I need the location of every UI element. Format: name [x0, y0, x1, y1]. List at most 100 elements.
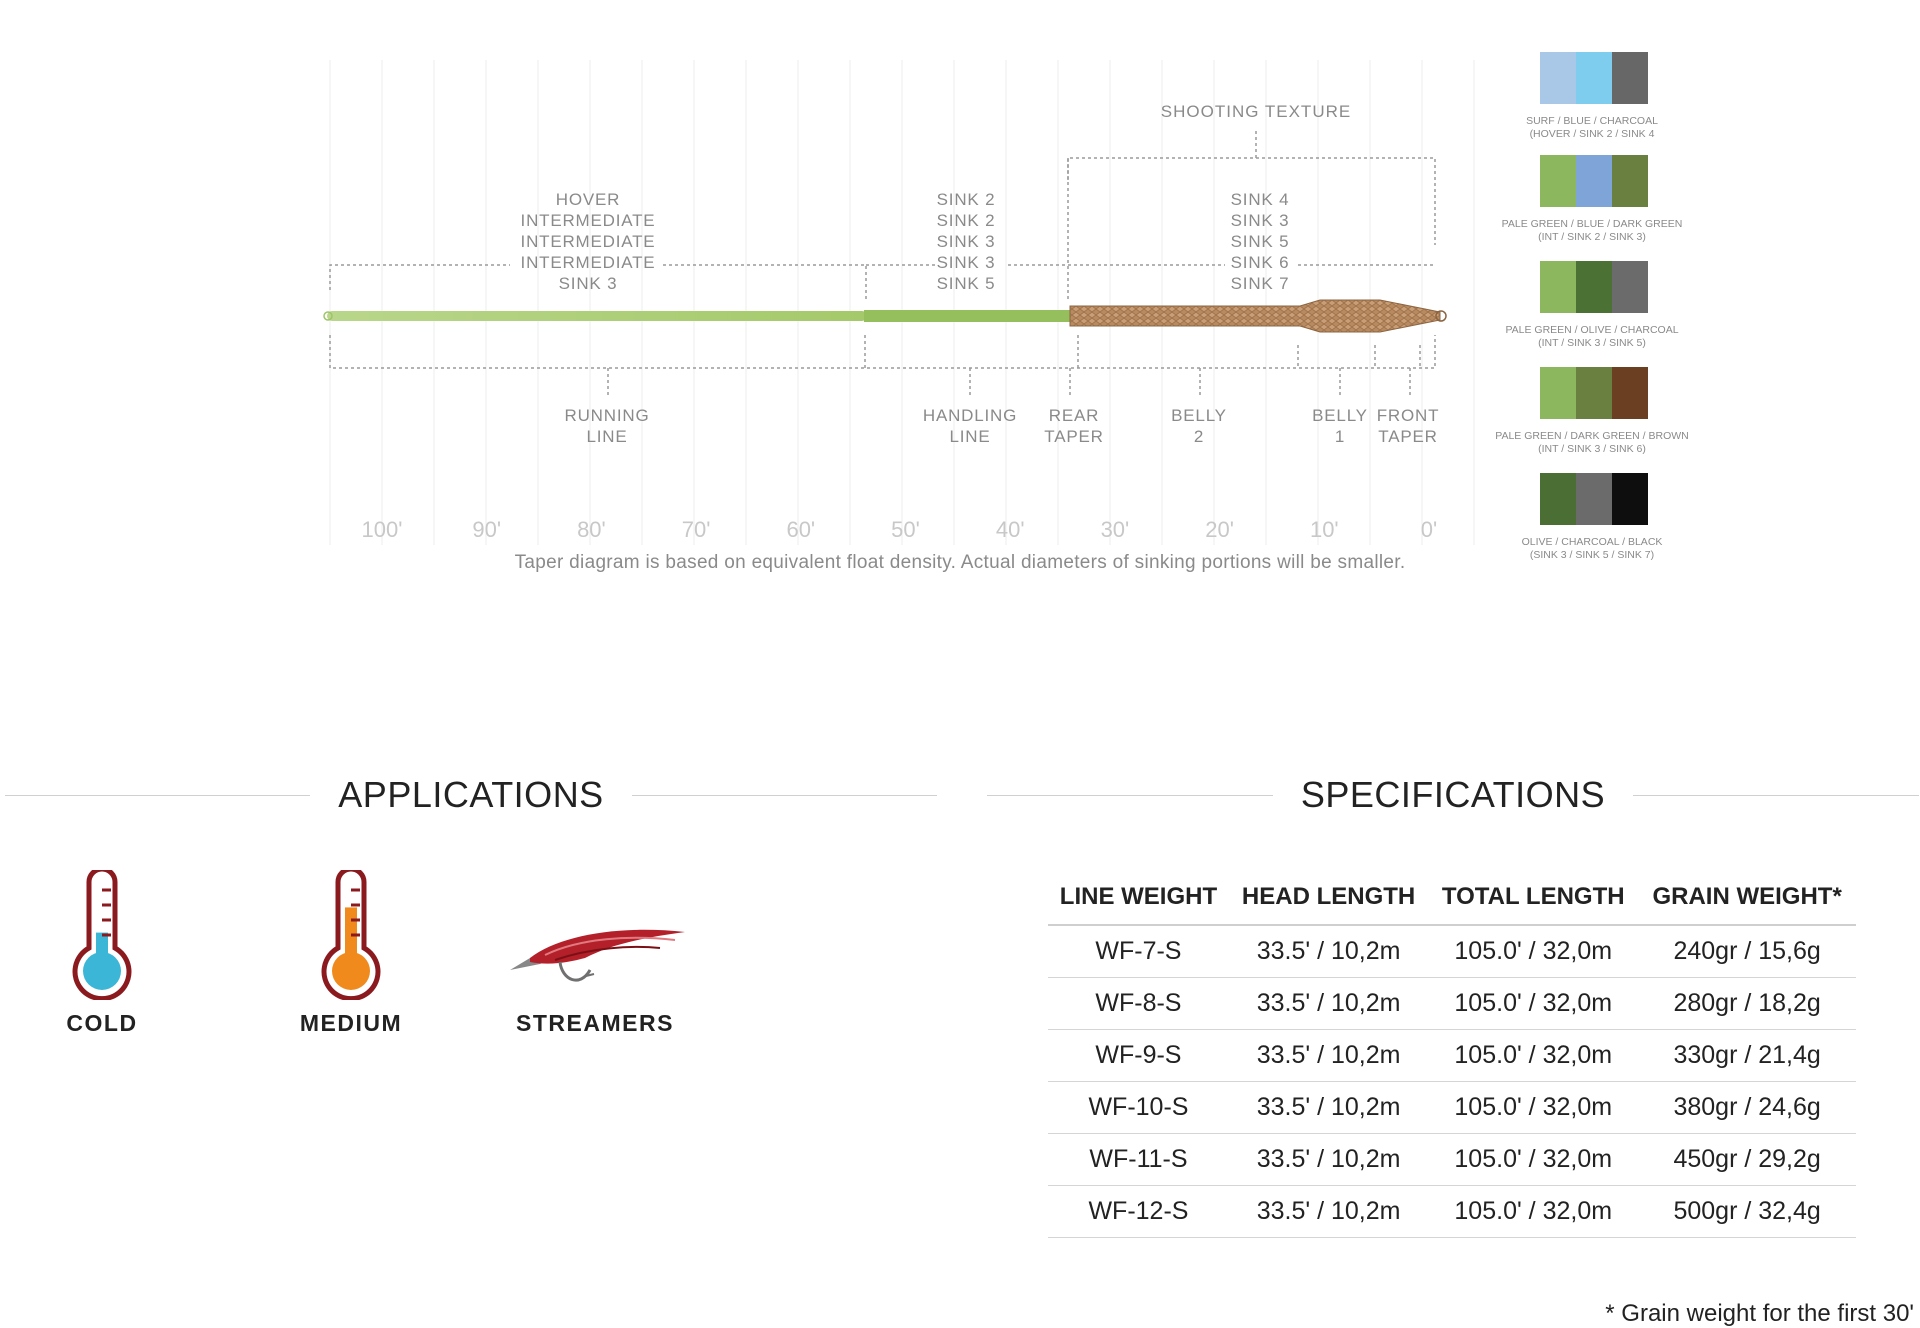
density-label: INTERMEDIATE [521, 232, 656, 251]
section-label: 1 [1335, 427, 1345, 446]
table-cell: WF-10-S [1048, 1081, 1229, 1134]
color-chip [1612, 473, 1648, 525]
shooting-texture-head [1069, 299, 1441, 333]
section-label: BELLY [1171, 406, 1227, 425]
colorway-name: OLIVE / CHARCOAL / BLACK [1522, 536, 1663, 548]
table-row: WF-11-S 33.5' / 10,2m 105.0' / 32,0m 450gr … [1048, 1133, 1856, 1186]
density-label: SINK 3 [937, 253, 996, 272]
section-label: RUNNING [565, 406, 650, 425]
scale-tick-label: 60' [786, 517, 815, 542]
thermometer-cold-icon [72, 870, 132, 1000]
density-label: SINK 4 [1231, 190, 1290, 209]
heading-rule [987, 794, 1273, 796]
density-label: SINK 6 [1231, 253, 1290, 272]
scale-tick-label: 70' [682, 517, 711, 542]
table-cell: WF-12-S [1048, 1185, 1229, 1238]
column-header: HEAD LENGTH [1228, 870, 1429, 926]
table-row: WF-10-S 33.5' / 10,2m 105.0' / 32,0m 380gr … [1048, 1081, 1856, 1134]
table-cell: 105.0' / 32,0m [1428, 925, 1639, 978]
table-cell: 105.0' / 32,0m [1428, 1133, 1639, 1186]
table-cell: 33.5' / 10,2m [1228, 1029, 1429, 1082]
taper-diagram: SHOOTING TEXTURE HOVER INTERMEDIATE INTERM… [323, 52, 1689, 573]
density-label: SINK 2 [937, 190, 996, 209]
color-chip [1540, 473, 1576, 525]
color-chip [1576, 261, 1612, 313]
color-chip [1576, 155, 1612, 207]
table-cell: 105.0' / 32,0m [1428, 1029, 1639, 1082]
colorway-swatch: SURF / BLUE / CHARCOAL(HOVER / SINK 2 / … [1526, 52, 1658, 140]
application-medium: MEDIUM [286, 870, 416, 1037]
table-cell: 330gr / 21,4g [1638, 1029, 1856, 1082]
table-row: WF-7-S 33.5' / 10,2m 105.0' / 32,0m 240gr /… [1048, 925, 1856, 978]
application-cold: COLD [52, 870, 152, 1037]
application-label: STREAMERS [516, 1010, 674, 1036]
table-cell: 105.0' / 32,0m [1428, 1185, 1639, 1238]
table-cell: WF-11-S [1048, 1133, 1229, 1186]
section-label: BELLY [1312, 406, 1368, 425]
density-label: SINK 7 [1231, 274, 1290, 293]
colorway-name: PALE GREEN / DARK GREEN / BROWN [1495, 430, 1689, 442]
table-cell: 33.5' / 10,2m [1228, 1081, 1429, 1134]
table-row: WF-9-S 33.5' / 10,2m 105.0' / 32,0m 330gr /… [1048, 1029, 1856, 1082]
table-cell: 450gr / 29,2g [1638, 1133, 1856, 1186]
color-chip [1540, 367, 1576, 419]
table-cell: WF-7-S [1048, 925, 1229, 978]
colorway-name: SURF / BLUE / CHARCOAL [1526, 115, 1658, 127]
color-chip [1612, 367, 1648, 419]
shooting-texture-label: SHOOTING TEXTURE [1161, 102, 1351, 121]
handling-line-segment [864, 310, 1074, 322]
color-chip [1540, 261, 1576, 313]
section-label: LINE [587, 427, 628, 446]
fly-line [323, 299, 1447, 333]
diagram-grid [329, 60, 1475, 545]
colorway-swatch: OLIVE / CHARCOAL / BLACK(SINK 3 / SINK 5… [1522, 473, 1663, 561]
column-header: TOTAL LENGTH [1428, 870, 1639, 926]
table-cell: 380gr / 24,6g [1638, 1081, 1856, 1134]
table-cell: 500gr / 32,4g [1638, 1185, 1856, 1238]
scale-tick-label: 80' [577, 517, 606, 542]
diagram-note: Taper diagram is based on equivalent flo… [515, 552, 1406, 573]
upper-bracket [329, 264, 1435, 300]
colorway-swatch: PALE GREEN / BLUE / DARK GREEN(INT / SIN… [1502, 155, 1682, 243]
section-label: TAPER [1044, 427, 1103, 446]
table-cell: 33.5' / 10,2m [1228, 1185, 1429, 1238]
section-label: FRONT [1377, 406, 1440, 425]
section-label: HANDLING [923, 406, 1017, 425]
specifications-heading: SPECIFICATIONS [987, 770, 1919, 820]
density-label: SINK 2 [937, 211, 996, 230]
table-cell: 105.0' / 32,0m [1428, 977, 1639, 1030]
color-chip [1540, 52, 1576, 104]
density-label: SINK 5 [937, 274, 996, 293]
color-chip [1576, 473, 1612, 525]
section-label: LINE [950, 427, 991, 446]
colorway-density: (INT / SINK 2 / SINK 3) [1538, 231, 1646, 243]
thermometer-medium-icon [321, 870, 381, 1000]
scale-tick-label: 0' [1421, 517, 1437, 542]
heading-rule [5, 794, 311, 796]
heading-rule [631, 794, 937, 796]
front-loop [1435, 310, 1447, 322]
table-row: WF-8-S 33.5' / 10,2m 105.0' / 32,0m 280gr /… [1048, 977, 1856, 1030]
density-label: SINK 3 [937, 232, 996, 251]
density-label: HOVER [556, 190, 620, 209]
scale-tick-label: 10' [1310, 517, 1339, 542]
scale-tick-label: 20' [1205, 517, 1234, 542]
heading-rule [1633, 794, 1919, 796]
scale-tick-label: 100' [362, 517, 403, 542]
colorway-density: (SINK 3 / SINK 5 / SINK 7) [1530, 549, 1654, 561]
table-row: WF-12-S 33.5' / 10,2m 105.0' / 32,0m 500gr … [1048, 1185, 1856, 1238]
scale-tick-label: 90' [472, 517, 501, 542]
table-cell: WF-9-S [1048, 1029, 1229, 1082]
table-cell: 33.5' / 10,2m [1228, 1133, 1429, 1186]
table-cell: 33.5' / 10,2m [1228, 977, 1429, 1030]
colorway-density: (HOVER / SINK 2 / SINK 4 [1530, 128, 1655, 140]
section-label: REAR [1049, 406, 1099, 425]
table-header-row: LINE WEIGHT HEAD LENGTH TOTAL LENGTH GRA… [1048, 870, 1856, 926]
grain-weight-footnote: * Grain weight for the first 30' [1605, 1300, 1914, 1327]
running-line-segment [327, 311, 867, 321]
specifications-table: LINE WEIGHT HEAD LENGTH TOTAL LENGTH GRA… [1048, 870, 1856, 1238]
density-label: INTERMEDIATE [521, 253, 656, 272]
table-cell: 33.5' / 10,2m [1228, 925, 1429, 978]
colorway-swatch: PALE GREEN / DARK GREEN / BROWN(INT / SI… [1495, 367, 1689, 455]
lower-bracket [329, 335, 1436, 395]
